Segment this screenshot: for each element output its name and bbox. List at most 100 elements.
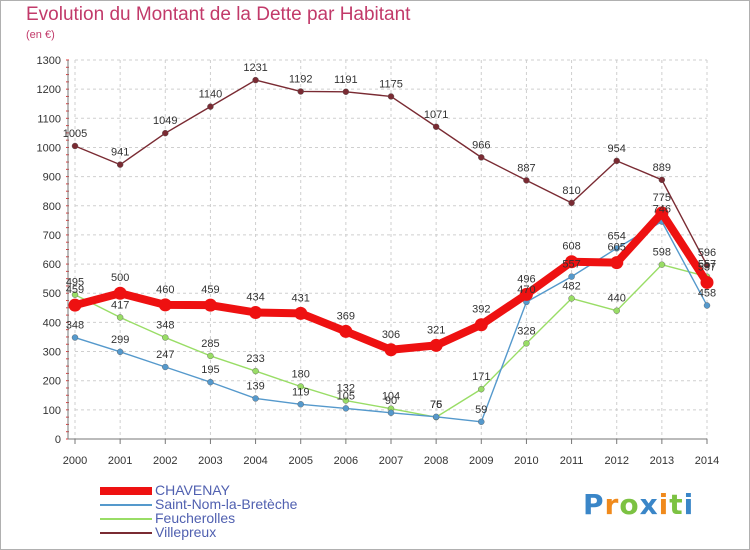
data-label-saint-nom-la-bret-che: 119 bbox=[292, 386, 310, 398]
data-point-villepreux bbox=[658, 176, 666, 184]
data-label-villepreux: 1140 bbox=[199, 89, 223, 101]
data-point-villepreux bbox=[71, 142, 79, 150]
data-label-saint-nom-la-bret-che: 139 bbox=[246, 380, 264, 392]
data-label-chavenay: 500 bbox=[111, 272, 129, 284]
data-point-feucherolles bbox=[342, 397, 350, 404]
data-point-chavenay bbox=[203, 298, 217, 312]
data-point-villepreux bbox=[432, 123, 440, 130]
data-point-villepreux bbox=[387, 93, 395, 100]
data-label-saint-nom-la-bret-che: 470 bbox=[517, 284, 535, 296]
data-label-saint-nom-la-bret-che: 557 bbox=[562, 259, 580, 271]
data-labels: 1005 941 1049 1140 1231 1192 1191 1175 1071 966 88… bbox=[63, 62, 716, 416]
data-point-saint-nom-la-bret-che bbox=[71, 334, 79, 341]
data-point-saint-nom-la-bret-che bbox=[162, 363, 169, 371]
x-tick-label: 2013 bbox=[650, 455, 674, 467]
data-label-villepreux: 941 bbox=[111, 147, 129, 159]
data-point-chavenay bbox=[113, 286, 127, 300]
data-label-villepreux: 810 bbox=[562, 185, 580, 197]
x-tick-label: 2005 bbox=[288, 455, 312, 467]
series-layer bbox=[68, 76, 714, 425]
data-point-villepreux bbox=[207, 103, 214, 110]
logo-letter: t bbox=[669, 488, 684, 521]
data-point-saint-nom-la-bret-che bbox=[703, 302, 711, 309]
data-label-villepreux: 1191 bbox=[334, 74, 358, 86]
x-tick-label: 2014 bbox=[695, 455, 719, 467]
data-label-chavenay: 459 bbox=[201, 284, 219, 296]
y-tick-label: 100 bbox=[43, 405, 61, 417]
data-label-villepreux: 954 bbox=[608, 143, 626, 155]
x-tick-label: 2009 bbox=[469, 455, 493, 467]
data-label-chavenay: 459 bbox=[66, 284, 84, 296]
data-label-villepreux: 1049 bbox=[153, 115, 177, 127]
y-tick-label: 800 bbox=[43, 201, 61, 213]
data-label-chavenay: 537 bbox=[698, 261, 716, 273]
logo-letter: x bbox=[639, 488, 659, 521]
data-label-chavenay: 496 bbox=[517, 273, 535, 285]
data-label-chavenay: 369 bbox=[337, 310, 355, 322]
data-point-chavenay bbox=[429, 338, 443, 352]
data-point-chavenay bbox=[68, 298, 82, 312]
y-tick-label: 1100 bbox=[37, 113, 61, 125]
data-label-feucherolles: 328 bbox=[517, 325, 535, 337]
data-label-feucherolles: 104 bbox=[382, 391, 400, 403]
data-label-feucherolles: 180 bbox=[292, 369, 310, 381]
data-label-chavenay: 392 bbox=[472, 304, 490, 316]
legend-label: Feucherolles bbox=[155, 510, 236, 526]
data-point-saint-nom-la-bret-che bbox=[613, 245, 620, 252]
data-point-chavenay bbox=[655, 206, 669, 220]
data-point-chavenay bbox=[565, 255, 579, 269]
data-label-feucherolles: 285 bbox=[201, 338, 219, 350]
y-tick-label: 1000 bbox=[37, 142, 61, 154]
data-point-saint-nom-la-bret-che bbox=[478, 418, 485, 425]
logo-letter: P bbox=[583, 488, 605, 521]
y-tick-label: 500 bbox=[43, 288, 61, 300]
legend-swatch bbox=[100, 504, 152, 506]
data-label-saint-nom-la-bret-che: 654 bbox=[608, 230, 626, 242]
data-label-saint-nom-la-bret-che: 247 bbox=[156, 349, 174, 361]
data-label-saint-nom-la-bret-che: 90 bbox=[385, 395, 397, 407]
data-point-feucherolles bbox=[523, 340, 530, 347]
x-tick-label: 2008 bbox=[424, 455, 448, 467]
legend-swatch bbox=[100, 532, 152, 534]
data-point-saint-nom-la-bret-che bbox=[342, 405, 350, 412]
data-point-chavenay bbox=[339, 324, 353, 338]
data-label-feucherolles: 171 bbox=[472, 371, 490, 383]
data-point-saint-nom-la-bret-che bbox=[432, 413, 440, 421]
legend-label: Villepreux bbox=[155, 524, 217, 540]
data-point-feucherolles bbox=[297, 383, 304, 390]
logo-letter: o bbox=[619, 488, 640, 521]
data-label-feucherolles: 417 bbox=[111, 299, 129, 311]
x-tick-label: 2006 bbox=[334, 455, 358, 467]
x-tick-label: 2007 bbox=[379, 455, 403, 467]
y-tick-label: 0 bbox=[55, 434, 61, 446]
data-point-chavenay bbox=[700, 275, 714, 289]
data-label-feucherolles: 75 bbox=[430, 399, 442, 411]
x-tick-label: 2003 bbox=[198, 455, 222, 467]
data-point-feucherolles bbox=[658, 261, 666, 268]
data-label-feucherolles: 482 bbox=[562, 280, 580, 292]
data-label-saint-nom-la-bret-che: 195 bbox=[201, 364, 219, 376]
data-label-saint-nom-la-bret-che: 746 bbox=[653, 204, 671, 216]
data-label-chavenay: 431 bbox=[292, 292, 310, 304]
data-point-chavenay bbox=[610, 256, 624, 270]
logo-letter: r bbox=[604, 488, 620, 521]
data-label-villepreux: 1005 bbox=[63, 128, 87, 140]
data-label-feucherolles: 598 bbox=[653, 247, 671, 259]
data-point-feucherolles bbox=[207, 352, 214, 360]
legend-swatch bbox=[100, 518, 152, 520]
data-label-villepreux: 966 bbox=[472, 139, 490, 151]
data-point-saint-nom-la-bret-che bbox=[252, 395, 259, 402]
data-label-saint-nom-la-bret-che: 105 bbox=[337, 390, 355, 402]
data-label-saint-nom-la-bret-che: 59 bbox=[475, 404, 487, 416]
x-tick-label: 2012 bbox=[604, 455, 628, 467]
data-point-villepreux bbox=[703, 262, 711, 269]
x-tick-label: 2000 bbox=[63, 455, 87, 467]
y-tick-label: 1200 bbox=[37, 84, 61, 96]
data-label-villepreux: 887 bbox=[517, 162, 535, 174]
data-point-saint-nom-la-bret-che bbox=[568, 273, 575, 280]
data-point-villepreux bbox=[297, 88, 304, 95]
x-tick-label: 2004 bbox=[243, 455, 267, 467]
data-label-villepreux: 1071 bbox=[424, 109, 448, 121]
data-point-villepreux bbox=[116, 161, 124, 168]
